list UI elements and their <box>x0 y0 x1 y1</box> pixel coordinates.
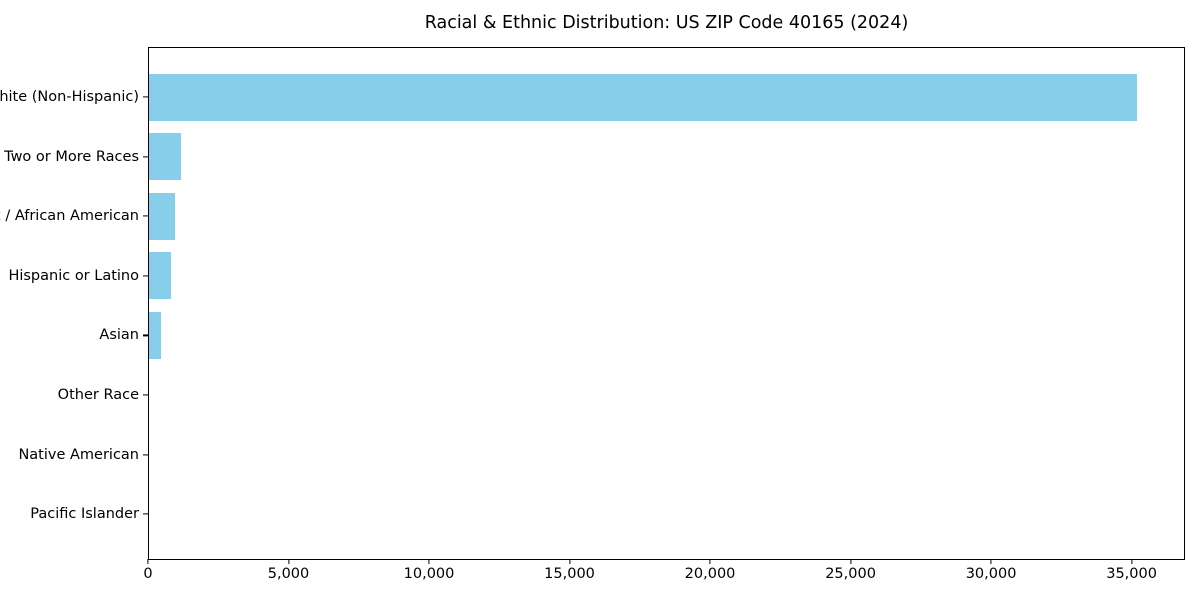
bar <box>149 311 162 359</box>
y-axis-tick <box>143 454 148 456</box>
x-axis-tick-label: 25,000 <box>825 566 876 582</box>
y-axis-tick <box>143 156 148 158</box>
y-axis-tick <box>143 334 148 336</box>
y-axis-tick <box>143 96 148 98</box>
y-axis-category-label: Pacific Islander <box>30 506 139 523</box>
x-axis-tick <box>428 559 430 564</box>
bar <box>149 73 1137 121</box>
x-axis-tick-label: 15,000 <box>544 566 595 582</box>
x-axis-tick <box>1131 559 1133 564</box>
x-axis-tick <box>147 559 149 564</box>
x-axis-tick-label: 0 <box>143 566 153 582</box>
x-axis-tick <box>709 559 711 564</box>
x-axis-tick-label: 10,000 <box>403 566 455 582</box>
y-axis-category-label: Hispanic or Latino <box>8 267 139 284</box>
plot-area <box>148 47 1185 560</box>
bar <box>149 252 172 300</box>
x-axis-tick <box>990 559 992 564</box>
bar <box>149 133 182 181</box>
bar <box>149 192 176 240</box>
y-axis-tick <box>143 275 148 277</box>
y-axis-category-label: Native American <box>18 446 139 463</box>
x-axis-tick <box>849 559 852 564</box>
x-axis-tick-label: 35,000 <box>1106 566 1157 582</box>
y-axis-tick <box>143 394 148 396</box>
y-axis-category-label: Asian <box>99 327 139 344</box>
y-axis-tick <box>143 215 148 217</box>
x-axis-tick-label: 30,000 <box>965 566 1017 582</box>
x-axis-tick-label: 5,000 <box>267 566 310 582</box>
x-axis-tick-label: 20,000 <box>684 566 736 582</box>
y-axis-tick <box>143 513 148 515</box>
y-axis-category-label: Other Race <box>57 387 139 403</box>
chart-title: Racial & Ethnic Distribution: US ZIP Cod… <box>424 13 909 33</box>
x-axis-tick <box>568 559 571 564</box>
y-axis-category-label: Two or More Races <box>4 148 139 165</box>
y-axis-category-label: White (Non-Hispanic) <box>0 89 139 105</box>
y-axis-category-label: Black / African American <box>0 208 139 225</box>
x-axis-tick <box>287 559 290 564</box>
